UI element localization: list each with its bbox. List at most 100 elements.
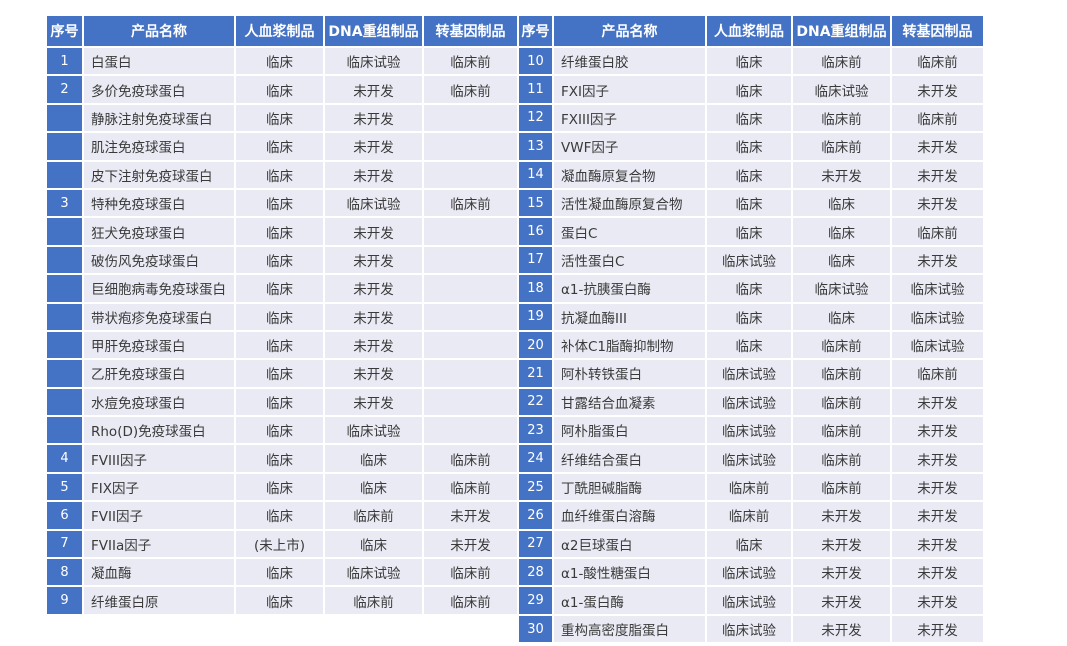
dna-status-cell: 临床试验 <box>325 48 422 75</box>
table-row: 15 活性凝血酶原复合物 临床 临床 未开发 <box>519 189 983 217</box>
header-row: 序号 产品名称 人血浆制品 DNA重组制品 转基因制品 <box>519 16 983 46</box>
dna-status-cell: 未开发 <box>793 559 890 586</box>
col-header-transgenic-product: 转基因制品 <box>892 16 983 46</box>
index-cell: 16 <box>519 218 552 245</box>
transgenic-status-cell <box>424 133 517 160</box>
product-name-cell: 丁酰胆碱脂酶 <box>554 473 705 501</box>
dna-status-cell: 未开发 <box>793 587 890 614</box>
table-row: 肌注免疫球蛋白 临床 未开发 <box>47 133 517 160</box>
plasma-status-cell: 临床 <box>236 104 323 132</box>
index-cell: 22 <box>519 388 552 416</box>
table-row: 14 凝血酶原复合物 临床 未开发 未开发 <box>519 161 983 188</box>
dna-status-cell: 未开发 <box>325 246 422 274</box>
table-row: 24 纤维结合蛋白 临床试验 临床前 未开发 <box>519 445 983 472</box>
transgenic-status-cell: 未开发 <box>892 133 983 160</box>
table-row: 2 多价免疫球蛋白 临床 未开发 临床前 <box>47 76 517 103</box>
plasma-status-cell: 临床 <box>236 161 323 188</box>
product-name-cell: 纤维蛋白原 <box>84 587 234 614</box>
transgenic-status-cell: 未开发 <box>892 161 983 188</box>
dna-status-cell: 临床前 <box>793 48 890 75</box>
product-name-cell: VWF因子 <box>554 133 705 160</box>
plasma-status-cell: 临床 <box>707 161 791 188</box>
dna-status-cell: 临床前 <box>793 388 890 416</box>
index-cell: 14 <box>519 161 552 188</box>
transgenic-status-cell: 临床前 <box>424 559 517 586</box>
product-name-cell: 重构高密度脂蛋白 <box>554 615 705 643</box>
dna-status-cell: 临床前 <box>325 587 422 614</box>
dna-status-cell: 未开发 <box>325 388 422 416</box>
plasma-status-cell: 临床 <box>236 502 323 529</box>
transgenic-status-cell: 未开发 <box>892 388 983 416</box>
product-name-cell: 带状疱疹免疫球蛋白 <box>84 303 234 330</box>
plasma-status-cell: 临床试验 <box>707 559 791 586</box>
product-name-cell: 乙肝免疫球蛋白 <box>84 360 234 387</box>
product-status-tables: 序号 产品名称 人血浆制品 DNA重组制品 转基因制品 1 白蛋白 临床 临床试验 临床前 2 多价免… <box>47 16 983 643</box>
index-cell: 2 <box>47 76 82 103</box>
dna-status-cell: 临床 <box>325 445 422 472</box>
plasma-status-cell: 临床 <box>236 275 323 302</box>
index-cell: 27 <box>519 530 552 558</box>
product-name-cell: 凝血酶 <box>84 559 234 586</box>
index-cell: 11 <box>519 76 552 103</box>
plasma-status-cell: 临床 <box>707 189 791 217</box>
index-cell <box>47 246 82 274</box>
dna-status-cell: 未开发 <box>793 530 890 558</box>
dna-status-cell: 临床试验 <box>325 559 422 586</box>
table-row: 20 补体C1脂酶抑制物 临床 临床前 临床试验 <box>519 331 983 359</box>
transgenic-status-cell: 未开发 <box>892 502 983 529</box>
plasma-status-cell: 临床 <box>707 104 791 132</box>
plasma-status-cell: 临床 <box>707 530 791 558</box>
product-name-cell: 补体C1脂酶抑制物 <box>554 331 705 359</box>
transgenic-status-cell: 临床试验 <box>892 303 983 330</box>
index-cell <box>47 161 82 188</box>
product-name-cell: 巨细胞病毒免疫球蛋白 <box>84 275 234 302</box>
dna-status-cell: 临床 <box>325 530 422 558</box>
dna-status-cell: 临床试验 <box>325 417 422 444</box>
dna-status-cell: 临床 <box>793 303 890 330</box>
index-cell: 17 <box>519 246 552 274</box>
transgenic-status-cell: 临床前 <box>424 473 517 501</box>
product-name-cell: FVII因子 <box>84 502 234 529</box>
product-name-cell: 皮下注射免疫球蛋白 <box>84 161 234 188</box>
dna-status-cell: 未开发 <box>325 76 422 103</box>
index-cell: 9 <box>47 587 82 614</box>
dna-status-cell: 临床前 <box>325 502 422 529</box>
table-row: 3 特种免疫球蛋白 临床 临床试验 临床前 <box>47 189 517 217</box>
dna-status-cell: 临床前 <box>793 360 890 387</box>
product-name-cell: 甲肝免疫球蛋白 <box>84 331 234 359</box>
dna-status-cell: 未开发 <box>325 161 422 188</box>
transgenic-status-cell: 未开发 <box>892 530 983 558</box>
product-name-cell: 静脉注射免疫球蛋白 <box>84 104 234 132</box>
index-cell: 21 <box>519 360 552 387</box>
product-name-cell: 白蛋白 <box>84 48 234 75</box>
plasma-status-cell: 临床 <box>236 48 323 75</box>
dna-status-cell: 临床前 <box>793 417 890 444</box>
product-name-cell: 甘露结合血凝素 <box>554 388 705 416</box>
table-row: Rho(D)免疫球蛋白 临床 临床试验 <box>47 417 517 444</box>
table-row: 水痘免疫球蛋白 临床 未开发 <box>47 388 517 416</box>
plasma-status-cell: 临床 <box>236 388 323 416</box>
product-name-cell: FXI因子 <box>554 76 705 103</box>
transgenic-status-cell: 临床前 <box>892 360 983 387</box>
table-row: 28 α1-酸性糖蛋白 临床试验 未开发 未开发 <box>519 559 983 586</box>
transgenic-status-cell: 未开发 <box>892 445 983 472</box>
dna-status-cell: 临床试验 <box>793 76 890 103</box>
index-cell <box>47 417 82 444</box>
table-row: 12 FXIII因子 临床 临床前 临床前 <box>519 104 983 132</box>
transgenic-status-cell: 临床试验 <box>892 275 983 302</box>
index-cell: 23 <box>519 417 552 444</box>
product-name-cell: FXIII因子 <box>554 104 705 132</box>
transgenic-status-cell: 未开发 <box>892 615 983 643</box>
table-row: 16 蛋白C 临床 临床 临床前 <box>519 218 983 245</box>
transgenic-status-cell: 未开发 <box>892 189 983 217</box>
transgenic-status-cell <box>424 303 517 330</box>
index-cell: 24 <box>519 445 552 472</box>
table-row: 带状疱疹免疫球蛋白 临床 未开发 <box>47 303 517 330</box>
transgenic-status-cell <box>424 218 517 245</box>
table-row: 4 FVIII因子 临床 临床 临床前 <box>47 445 517 472</box>
transgenic-status-cell <box>424 104 517 132</box>
transgenic-status-cell <box>424 275 517 302</box>
plasma-status-cell: 临床 <box>236 445 323 472</box>
product-name-cell: FIX因子 <box>84 473 234 501</box>
table-row: 9 纤维蛋白原 临床 临床前 临床前 <box>47 587 517 614</box>
